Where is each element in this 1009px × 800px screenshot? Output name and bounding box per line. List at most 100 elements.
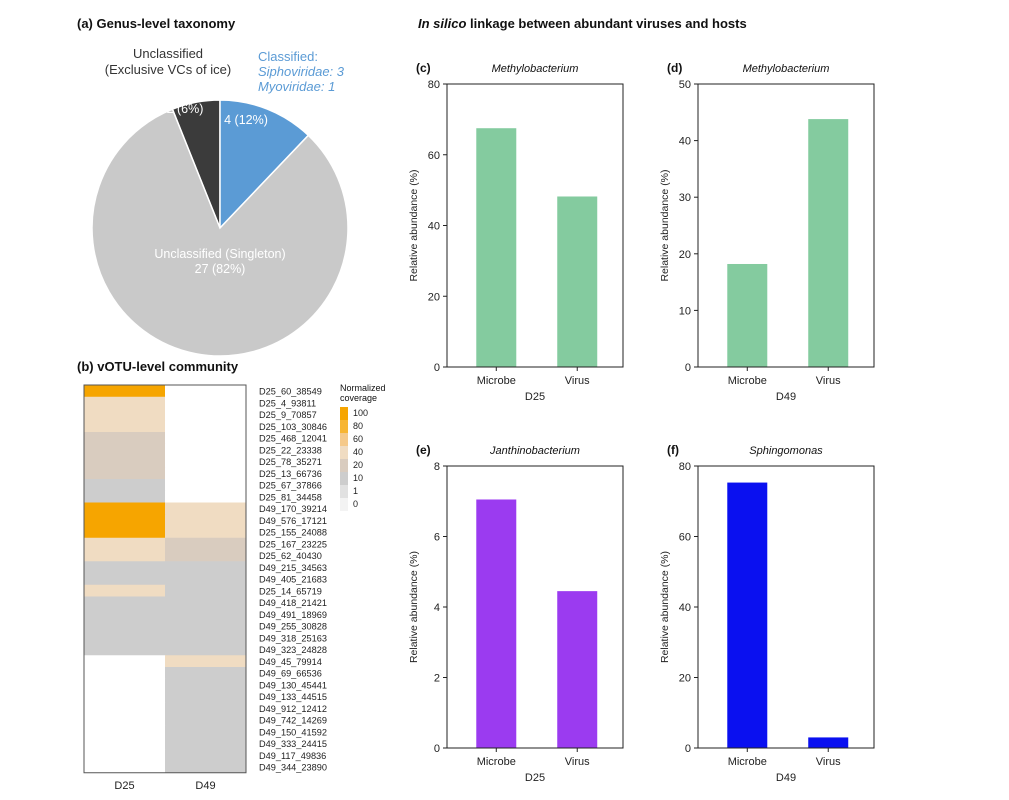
panel-letter: (f) — [667, 443, 679, 457]
y-axis-label: Relative abundance (%) — [659, 169, 671, 281]
heatmap-row-label: D25_60_38549 — [259, 387, 322, 397]
pie-slice-singleton — [91, 108, 349, 357]
heatmap-cell — [84, 420, 166, 433]
heatmap-cell — [165, 514, 247, 527]
bar-chart-f: 0 20 40 60 80 Microbe Virus D49 Relative abundan… — [659, 443, 875, 784]
heatmap-cell — [165, 737, 247, 750]
legend-swatch — [340, 498, 348, 511]
heatmap-cell — [84, 479, 166, 492]
heatmap-row-label: D49_418_21421 — [259, 598, 327, 608]
plot-frame — [697, 465, 875, 749]
y-tick-label: 6 — [434, 532, 440, 544]
heatmap-cell — [165, 467, 247, 480]
x-axis-label: D49 — [776, 772, 796, 784]
heatmap-row-label: D49_150_41592 — [259, 727, 327, 737]
heatmap-cell — [84, 561, 166, 574]
y-tick-label: 50 — [679, 79, 691, 91]
y-tick-label: 60 — [679, 532, 691, 544]
heatmap-row-label: D25_78_35271 — [259, 457, 322, 467]
heatmap-cell — [165, 408, 247, 421]
x-axis-label: D25 — [525, 772, 545, 784]
heatmap-cell — [165, 455, 247, 468]
bar-chart-d: 0 10 20 30 40 50 Microbe Virus D49 Relative abund… — [659, 61, 875, 403]
heatmap-cell — [165, 584, 247, 597]
y-tick-label: 20 — [679, 673, 691, 685]
heatmap-row-label: D25_167_23225 — [259, 539, 327, 549]
heatmap-cell — [165, 537, 247, 550]
heatmap-row-label: D49_912_12412 — [259, 704, 327, 714]
heatmap-row-label: D49_215_34563 — [259, 563, 327, 573]
heatmap-cell — [165, 479, 247, 492]
legend-tick-label: 40 — [353, 447, 363, 457]
heatmap-cell — [84, 737, 166, 750]
heatmap-cell — [84, 514, 166, 527]
panel-letter: (d) — [667, 61, 682, 75]
heatmap-row-label: D49_405_21683 — [259, 575, 327, 585]
legend-swatch — [340, 459, 348, 472]
heatmap-cell — [165, 655, 247, 668]
panel-b-title: (b) vOTU-level community — [77, 359, 239, 374]
heatmap-cell — [84, 443, 166, 456]
heatmap-cell — [84, 678, 166, 691]
heatmap-row-label: D25_4_93811 — [259, 398, 316, 408]
heatmap-cell — [84, 526, 166, 539]
y-tick-label: 80 — [428, 79, 440, 91]
panel-a-title: (a) Genus-level taxonomy — [77, 16, 236, 31]
heatmap-row-label: D49_742_14269 — [259, 716, 327, 726]
heatmap-row-label: D25_67_37866 — [259, 481, 322, 491]
legend-tick-label: 10 — [353, 473, 363, 483]
right-section-title: In silico linkage between abundant virus… — [418, 16, 747, 31]
bar-chart-e: 0 2 4 6 8 Microbe Virus D25 Relative abundance (… — [408, 443, 624, 784]
heatmap-cell — [165, 714, 247, 727]
heatmap-cell — [165, 573, 247, 586]
heatmap-cell — [84, 573, 166, 586]
heatmap-row-label: D49_491_18969 — [259, 610, 327, 620]
heatmap-cell — [165, 749, 247, 762]
heatmap-cell — [84, 655, 166, 668]
heatmap-row-label: D49_255_30828 — [259, 622, 327, 632]
x-axis-label: D25 — [525, 391, 545, 403]
heatmap-row-label: D25_14_65719 — [259, 586, 322, 596]
heatmap-cell — [165, 725, 247, 738]
heatmap-cell — [84, 643, 166, 656]
panel-letter: (e) — [416, 443, 431, 457]
heatmap-row-label: D49_117_49836 — [259, 751, 326, 761]
pie-slice-classified — [219, 99, 310, 230]
pie-label-singleton-line1: Unclassified (Singleton) — [154, 247, 285, 261]
y-tick-label: 40 — [679, 602, 691, 614]
heatmap-cell — [84, 549, 166, 562]
heatmap-cell — [84, 714, 166, 727]
x-tick-label: Virus — [816, 375, 841, 387]
bar-microbe — [727, 263, 768, 367]
heatmap-cell — [84, 631, 166, 644]
pie-label-classified-line1: Siphoviridae: 3 — [258, 64, 344, 79]
heatmap-cell — [84, 761, 166, 774]
heatmap-row-label: D25_81_34458 — [259, 492, 322, 502]
heatmap-row-label: D25_9_70857 — [259, 410, 317, 420]
heatmap-cell — [84, 584, 166, 597]
heatmap-column-label: D25 — [114, 780, 134, 792]
heatmap-cell — [84, 467, 166, 480]
panel-title: Methylobacterium — [492, 63, 579, 75]
heatmap-cell — [84, 385, 166, 398]
heatmap-cell — [84, 596, 166, 609]
y-tick-label: 30 — [679, 192, 691, 204]
x-tick-label: Microbe — [728, 756, 767, 768]
legend-title-line1: Normalized — [340, 383, 386, 393]
heatmap-row-label: D49_133_44515 — [259, 692, 327, 702]
heatmap-cell — [84, 690, 166, 703]
heatmap-cell — [165, 596, 247, 609]
heatmap-cell — [165, 420, 247, 433]
y-tick-label: 40 — [679, 136, 691, 148]
legend-title-line2: coverage — [340, 393, 378, 403]
heatmap-cell — [84, 667, 166, 680]
y-tick-label: 4 — [434, 602, 440, 614]
bar-virus — [557, 196, 598, 367]
heatmap-cell — [84, 749, 166, 762]
y-tick-label: 0 — [434, 743, 440, 755]
heatmap-cell — [84, 455, 166, 468]
heatmap-cell — [84, 432, 166, 445]
y-tick-label: 60 — [428, 150, 440, 162]
